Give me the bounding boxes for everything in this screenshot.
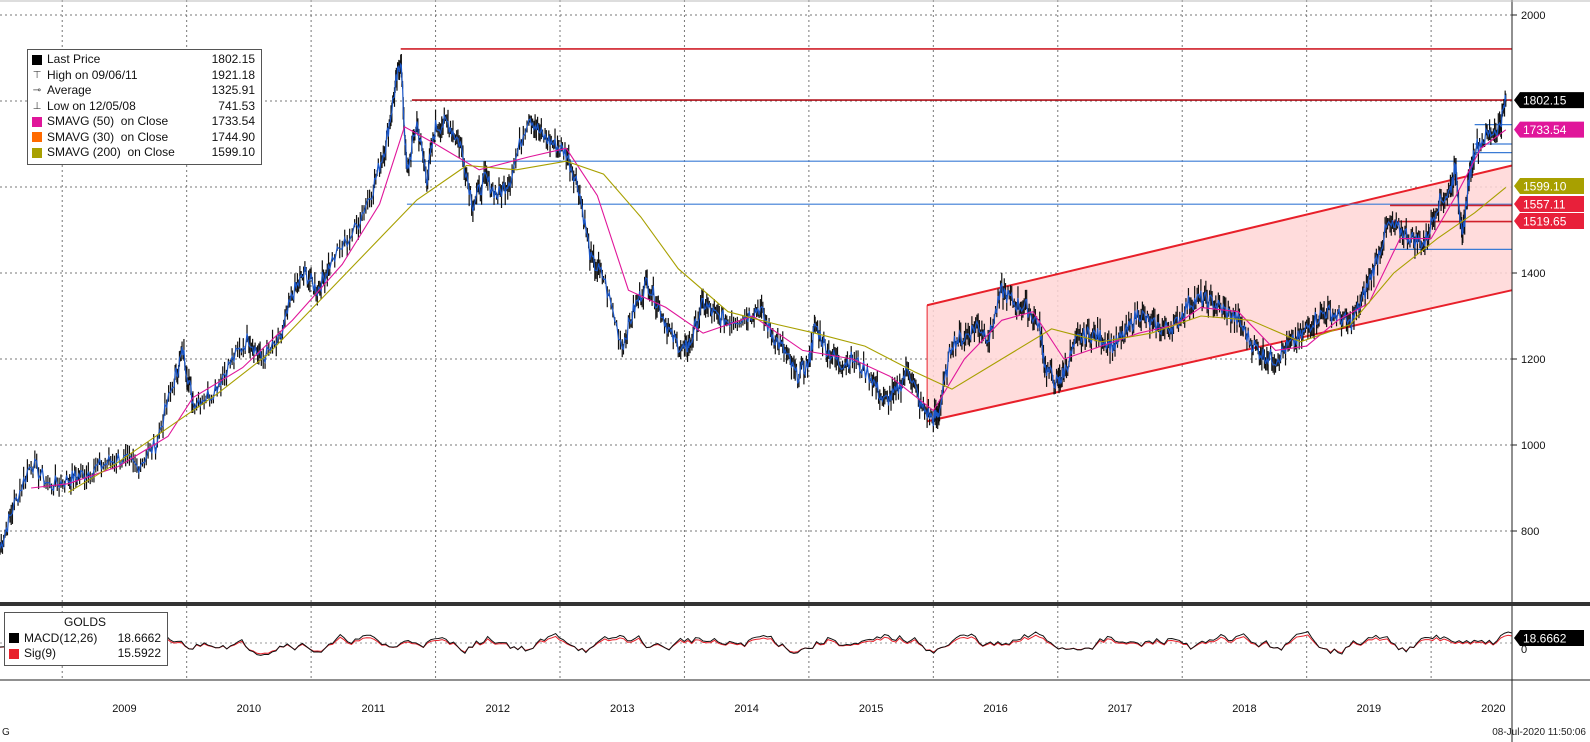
x-tick-label: 2012 — [486, 703, 510, 715]
sma-line — [68, 160, 1507, 493]
legend-item: SMAVG (30) on Close 1744.90 — [32, 130, 255, 146]
legend-item: ⊤ High on 09/06/11 1921.18 — [32, 68, 255, 84]
legend-value: 1599.10 — [211, 145, 255, 159]
y-tick-labels: 800 1000 1200 1400 2000 0 — [1512, 10, 1545, 656]
y-tick-label: 800 — [1521, 526, 1539, 538]
macd-right-label: 18.6662 — [1523, 632, 1567, 646]
timestamp: 08-Jul-2020 11:50:06 — [1492, 727, 1586, 738]
x-tick-label: 2017 — [1108, 703, 1132, 715]
y-tick-label: 1200 — [1521, 354, 1545, 366]
legend-marker-icon — [32, 147, 42, 158]
legend-value: 1325.91 — [211, 83, 255, 97]
x-tick-labels: 2009 2010 2011 2012 2013 2014 2015 2016 2017 2018… — [112, 703, 1505, 715]
legend-value: 1921.18 — [211, 67, 255, 82]
macd-legend-swatch — [9, 633, 19, 644]
macd-legend-title: GOLDS — [63, 615, 106, 629]
channel-lower-line — [926, 289, 1513, 423]
legend-value: 741.53 — [218, 98, 255, 113]
y-tick-label: 1400 — [1521, 268, 1545, 280]
macd-legend-label: Sig(9) — [24, 646, 57, 660]
legend-marker-icon: ⊸ — [32, 85, 42, 96]
channel-upper-line — [926, 164, 1513, 307]
legend-item: SMAVG (50) on Close 1733.54 — [32, 114, 255, 130]
horizontal-levels — [400, 48, 1512, 250]
macd-axis-label: 0 — [1521, 644, 1527, 656]
x-tick-label: 2016 — [983, 703, 1007, 715]
right-value-label-bg — [1514, 178, 1584, 194]
right-value-label: 1519.65 — [1523, 215, 1567, 229]
y-tick-label: 1000 — [1521, 440, 1545, 452]
x-tick-label: 2015 — [859, 703, 883, 715]
x-tick-label: 2010 — [237, 703, 261, 715]
right-value-label: 1733.54 — [1523, 123, 1567, 137]
macd-legend-value: 18.6662 — [117, 630, 161, 645]
legend-marker-icon — [32, 132, 42, 143]
corner-mark: G — [2, 727, 10, 738]
macd-legend-item: Sig(9) 15.5922 — [9, 646, 161, 662]
legend-marker-icon: ⊤ — [32, 69, 42, 81]
price-line — [0, 62, 1507, 550]
legend-label: SMAVG (50) on Close — [47, 114, 169, 128]
macd-legend-label: MACD(12,26) — [24, 630, 98, 645]
macd-line — [0, 628, 1512, 656]
legend-label: Last Price — [47, 52, 101, 66]
x-tick-label: 2018 — [1232, 703, 1256, 715]
sma-line — [31, 125, 1507, 489]
macd-lines — [0, 628, 1512, 656]
series-lines — [0, 54, 1507, 555]
legend-item: Last Price 1802.15 — [32, 52, 255, 68]
legend-label: High on 09/06/11 — [47, 67, 138, 82]
macd-right-label-bg — [1514, 630, 1584, 646]
right-value-label-bg — [1514, 92, 1584, 109]
legend-value: 1802.15 — [211, 52, 255, 66]
legend-label: Low on 12/05/08 — [47, 98, 136, 113]
legend-label: SMAVG (30) on Close — [47, 129, 169, 144]
x-tick-label: 2019 — [1357, 703, 1381, 715]
trend-channel — [926, 164, 1513, 423]
macd-legend: GOLDS MACD(12,26) 18.6662 Sig(9) 15.5922 — [4, 612, 168, 666]
right-value-label-bg — [1514, 196, 1584, 212]
right-value-label: 1557.11 — [1523, 198, 1566, 212]
legend-value: 1733.54 — [211, 114, 255, 128]
legend-marker-icon: ⊥ — [32, 100, 42, 112]
legend-item: SMAVG (200) on Close 1599.10 — [32, 145, 255, 161]
legend-label: Average — [47, 83, 92, 97]
main-legend: Last Price 1802.15 ⊤ High on 09/06/11 1921.1… — [27, 49, 262, 165]
channel-fill — [927, 165, 1512, 422]
macd-legend-value: 15.5922 — [117, 646, 161, 660]
right-value-label: 1802.15 — [1523, 94, 1567, 108]
legend-marker-icon — [32, 54, 42, 65]
right-value-label-bg — [1514, 121, 1584, 138]
x-tick-label: 2011 — [362, 703, 386, 715]
macd-legend-swatch — [9, 648, 19, 659]
right-value-label: 1599.10 — [1523, 180, 1567, 194]
right-value-label-bg — [1514, 213, 1584, 229]
legend-label: SMAVG (200) on Close — [47, 145, 175, 159]
x-tick-label: 2020 — [1481, 703, 1505, 715]
legend-item: ⊥ Low on 12/05/08 741.53 — [32, 99, 255, 115]
legend-item: ⊸ Average 1325.91 — [32, 83, 255, 99]
y-tick-label: 2000 — [1521, 10, 1545, 22]
panel-divider — [0, 602, 1590, 606]
x-tick-label: 2014 — [734, 703, 758, 715]
macd-legend-item: MACD(12,26) 18.6662 — [9, 631, 161, 647]
legend-value: 1744.90 — [211, 129, 255, 144]
x-tick-label: 2009 — [112, 703, 136, 715]
right-value-labels: 1802.15 1733.54 1599.10 1557.11 1519.65 18.66… — [1514, 92, 1584, 646]
x-tick-label: 2013 — [610, 703, 634, 715]
legend-marker-icon — [32, 116, 42, 127]
